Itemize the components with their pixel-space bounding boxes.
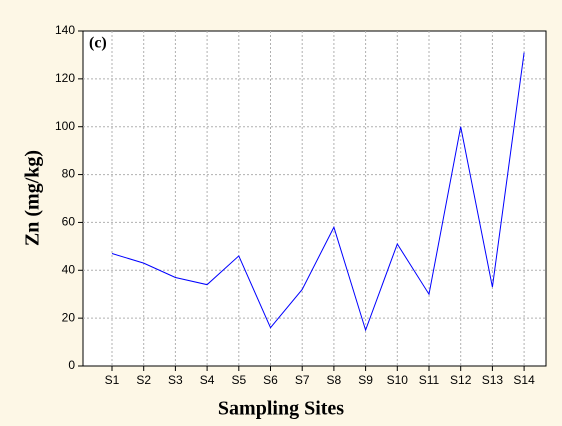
- data-line: [111, 52, 525, 332]
- x-tick-label: S13: [482, 373, 504, 387]
- annotation: (c): [89, 35, 107, 52]
- x-tick-label: S5: [231, 373, 246, 387]
- x-axis-label: Sampling Sites: [218, 398, 344, 420]
- x-tick-label: S3: [168, 373, 183, 387]
- plot-area: [82, 30, 547, 367]
- x-tick-label: S9: [358, 373, 373, 387]
- y-axis-label: Zn (mg/kg): [22, 150, 44, 246]
- x-tick-label: S7: [295, 373, 310, 387]
- y-tick-label: 140: [55, 23, 75, 37]
- x-tick-label: S8: [327, 373, 342, 387]
- x-tick-label: S4: [200, 373, 215, 387]
- x-tick-label: S2: [136, 373, 151, 387]
- y-tick-label: 20: [62, 310, 76, 324]
- x-tick-label: S11: [419, 373, 440, 387]
- x-tick-label: S6: [263, 373, 278, 387]
- y-tick-label: 100: [55, 119, 75, 133]
- y-tick-label: 0: [68, 358, 75, 372]
- y-tick-label: 60: [62, 215, 76, 229]
- y-tick-label: 120: [55, 71, 75, 85]
- x-tick-label: S12: [450, 373, 472, 387]
- x-tick-label: S1: [105, 373, 120, 387]
- x-tick-label: S14: [513, 373, 535, 387]
- x-tick-label: S10: [387, 373, 409, 387]
- y-tick-label: 40: [62, 262, 76, 276]
- y-tick-label: 80: [62, 167, 76, 181]
